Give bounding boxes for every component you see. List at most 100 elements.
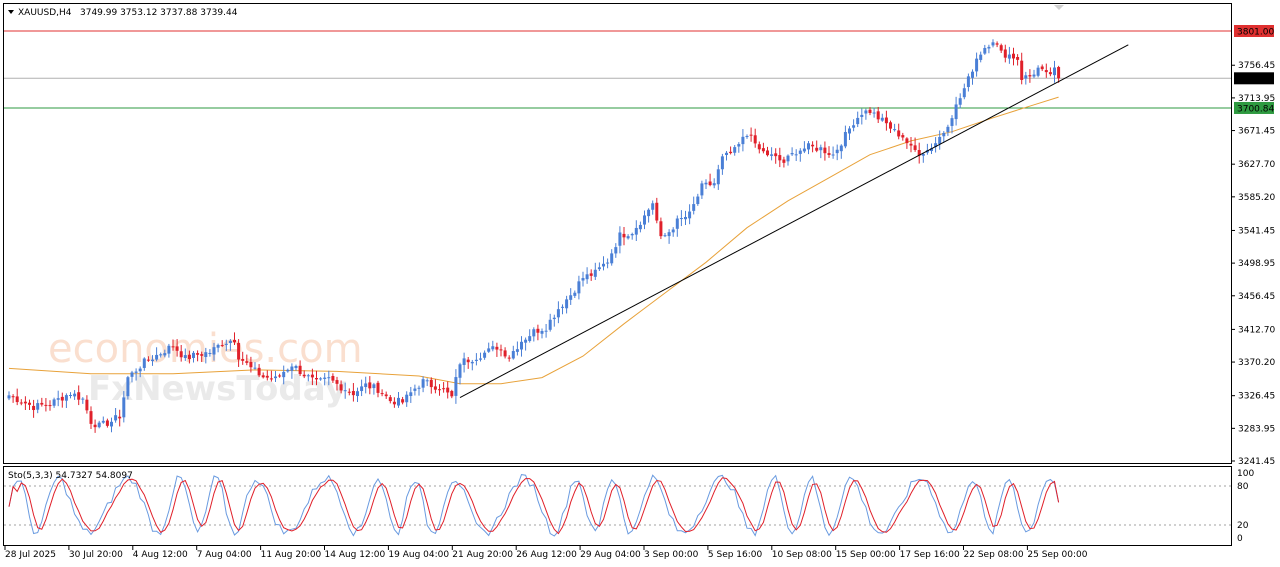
- bear-candle: [392, 397, 396, 408]
- bear-candle: [1044, 63, 1048, 78]
- candle-body: [651, 203, 655, 210]
- bear-candle: [1048, 67, 1052, 77]
- bull-candle: [286, 368, 290, 373]
- candle-body: [433, 386, 437, 390]
- bear-candle: [118, 409, 122, 427]
- bull-candle: [954, 96, 958, 126]
- candle-body: [679, 218, 683, 220]
- y-tick-label: 3756.45: [1238, 61, 1275, 71]
- scroll-marker-icon[interactable]: [1054, 5, 1064, 10]
- candle-body: [249, 361, 253, 368]
- candle-body: [138, 368, 142, 372]
- bear-candle: [15, 388, 19, 406]
- candle-body: [782, 159, 786, 163]
- candle-body: [581, 278, 585, 281]
- bear-candle: [659, 217, 663, 240]
- bear-candle: [175, 339, 179, 357]
- bear-candle: [1028, 69, 1032, 83]
- candle-body: [23, 401, 27, 404]
- bear-candle: [1020, 52, 1024, 85]
- main-panel: [3, 3, 1232, 464]
- bear-candle: [220, 340, 224, 348]
- bull-candle: [700, 180, 704, 199]
- candle-body: [274, 376, 277, 379]
- candle-body: [753, 135, 757, 144]
- bear-candle: [351, 383, 355, 402]
- x-tick-label: 15 Sep 00:00: [836, 550, 896, 560]
- bull-candle: [343, 382, 347, 399]
- candle-body: [360, 386, 364, 392]
- candle-body: [483, 352, 487, 358]
- candle-body: [114, 415, 118, 421]
- bear-candle: [774, 148, 778, 164]
- candle-body: [417, 387, 421, 389]
- bull-candle: [839, 144, 843, 159]
- y-tick-label: 3326.45: [1238, 392, 1275, 402]
- candle-body: [643, 215, 646, 225]
- bear-candle: [257, 364, 261, 378]
- bull-candle: [421, 376, 425, 393]
- bear-candle: [261, 372, 265, 379]
- bull-candle: [843, 125, 847, 149]
- bull-candle: [618, 226, 622, 254]
- bear-candle: [237, 339, 241, 367]
- bull-candle: [688, 204, 692, 225]
- candle-body: [614, 247, 618, 254]
- bull-candle: [745, 134, 749, 139]
- bear-candle: [811, 141, 815, 153]
- bull-candle: [966, 73, 970, 92]
- candle-body: [44, 404, 48, 406]
- candle-body: [134, 371, 138, 373]
- candle-body: [294, 365, 298, 369]
- candle-body: [864, 110, 868, 114]
- bull-candle: [142, 357, 146, 371]
- candle-body: [593, 269, 597, 277]
- bull-candle: [282, 365, 286, 385]
- current-badge: [1234, 72, 1274, 85]
- candle-body: [634, 227, 638, 235]
- bull-candle: [798, 148, 802, 162]
- candle-body: [384, 394, 388, 397]
- bull-candle: [511, 345, 515, 360]
- bull-candle: [73, 390, 77, 400]
- bear-candle: [233, 332, 236, 346]
- candle-body: [741, 136, 745, 145]
- candle-body: [610, 253, 614, 264]
- candle-body: [446, 387, 450, 393]
- bull-candle: [667, 229, 671, 244]
- bear-candle: [376, 380, 380, 398]
- bear-candle: [93, 419, 97, 433]
- bull-candle: [167, 343, 171, 358]
- candle-body: [450, 390, 454, 397]
- uptrend-line[interactable]: [459, 44, 1129, 399]
- dropdown-triangle-icon[interactable]: [8, 10, 14, 14]
- bull-candle: [704, 179, 708, 190]
- bear-candle: [347, 388, 351, 396]
- bull-candle: [36, 399, 40, 414]
- y-tick-label: 3713.95: [1238, 94, 1275, 104]
- candle-body: [298, 365, 302, 375]
- candle-body: [28, 402, 31, 405]
- candle-body: [290, 366, 294, 371]
- bull-candle: [979, 51, 983, 63]
- candle-body: [351, 390, 355, 396]
- bull-candle: [356, 387, 359, 403]
- bull-candle: [548, 313, 552, 332]
- candle-body: [700, 183, 704, 196]
- candle-body: [64, 395, 68, 401]
- bear-candle: [753, 128, 757, 148]
- candle-body: [200, 354, 204, 356]
- bull-candle: [52, 397, 56, 408]
- candle-body: [975, 58, 979, 72]
- candle-body: [343, 390, 347, 392]
- candle-body: [146, 359, 150, 361]
- candle-body: [536, 328, 540, 333]
- bull-candle: [852, 119, 856, 132]
- candle-body: [163, 353, 167, 356]
- bull-candle: [893, 123, 897, 132]
- x-tick-label: 17 Sep 16:00: [900, 550, 960, 560]
- bear-candle: [827, 146, 831, 158]
- bull-candle: [946, 124, 950, 136]
- candle-body: [618, 232, 622, 246]
